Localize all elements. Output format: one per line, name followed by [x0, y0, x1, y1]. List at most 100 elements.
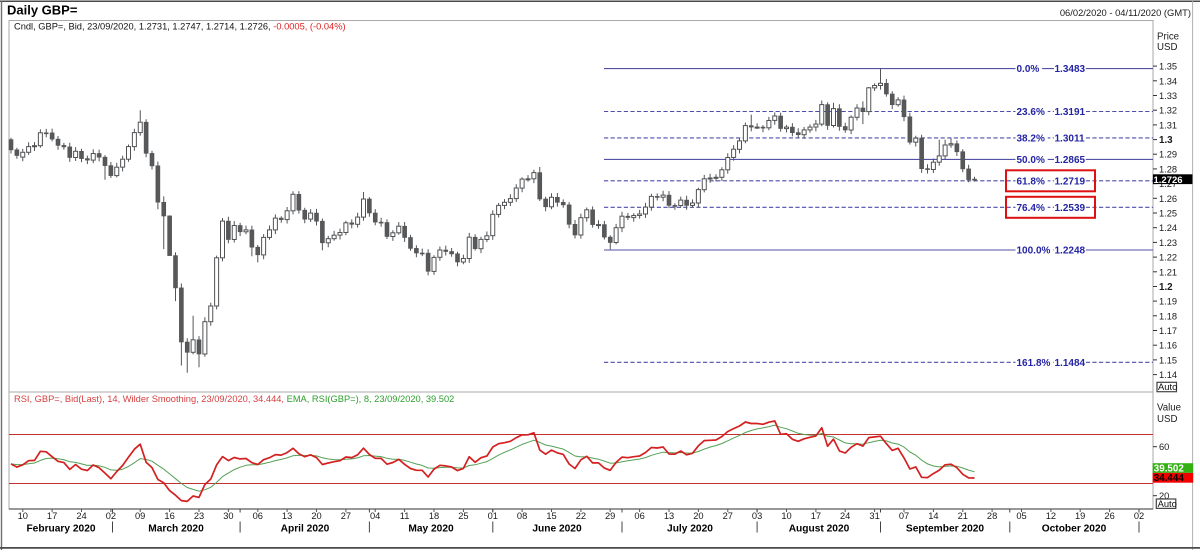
svg-text:1.28: 1.28	[1159, 164, 1177, 174]
svg-text:1.26: 1.26	[1159, 194, 1177, 204]
svg-text:03: 03	[752, 511, 762, 521]
svg-text:15: 15	[546, 511, 556, 521]
svg-text:1.3011: 1.3011	[1055, 134, 1085, 145]
svg-text:20: 20	[693, 511, 703, 521]
svg-text:10: 10	[781, 511, 791, 521]
svg-text:1.34: 1.34	[1159, 76, 1177, 86]
svg-text:16: 16	[164, 511, 174, 521]
svg-text:01: 01	[488, 511, 498, 521]
svg-text:20: 20	[311, 511, 321, 521]
svg-text:1.23: 1.23	[1159, 238, 1177, 248]
svg-text:17: 17	[811, 511, 821, 521]
svg-text:100.0%: 100.0%	[1017, 246, 1051, 257]
svg-text:1.18: 1.18	[1159, 311, 1177, 321]
svg-text:Price: Price	[1157, 32, 1179, 43]
svg-text:17: 17	[47, 511, 57, 521]
svg-text:21: 21	[958, 511, 968, 521]
svg-text:27: 27	[341, 511, 351, 521]
svg-text:USD: USD	[1157, 414, 1177, 425]
svg-text:Daily GBP=: Daily GBP=	[7, 3, 78, 18]
svg-text:July 2020: July 2020	[667, 524, 713, 535]
svg-text:09: 09	[135, 511, 145, 521]
svg-text:1.3483: 1.3483	[1055, 64, 1086, 75]
svg-text:07: 07	[899, 511, 909, 521]
svg-text:1.2865: 1.2865	[1055, 155, 1086, 166]
svg-text:September 2020: September 2020	[906, 524, 984, 535]
svg-text:1.29: 1.29	[1159, 150, 1177, 160]
svg-text:Cndl, GBP=, Bid, 23/09/2020, 1: Cndl, GBP=, Bid, 23/09/2020, 1.2731, 1.2…	[14, 21, 346, 31]
svg-text:February 2020: February 2020	[26, 524, 95, 535]
svg-text:50.0%: 50.0%	[1017, 155, 1045, 166]
svg-text:1.2: 1.2	[1159, 282, 1173, 293]
svg-text:02: 02	[106, 511, 116, 521]
svg-text:1.22: 1.22	[1159, 253, 1177, 263]
svg-text:60: 60	[1159, 442, 1169, 452]
svg-text:27: 27	[723, 511, 733, 521]
svg-text:USD: USD	[1157, 42, 1177, 53]
svg-text:1.35: 1.35	[1159, 62, 1177, 72]
svg-text:28: 28	[987, 511, 997, 521]
svg-text:1.14: 1.14	[1159, 370, 1177, 380]
svg-text:76.4%: 76.4%	[1017, 203, 1045, 214]
svg-text:April 2020: April 2020	[281, 524, 330, 535]
svg-text:10: 10	[18, 511, 28, 521]
svg-text:34.444: 34.444	[1154, 473, 1185, 484]
svg-text:1.21: 1.21	[1159, 267, 1177, 277]
svg-text:1.19: 1.19	[1159, 297, 1177, 307]
svg-text:61.8%: 61.8%	[1017, 176, 1045, 187]
svg-text:October 2020: October 2020	[1042, 524, 1107, 535]
svg-text:0.0%: 0.0%	[1017, 64, 1040, 75]
svg-text:23.6%: 23.6%	[1017, 107, 1045, 118]
svg-text:1.32: 1.32	[1159, 106, 1177, 116]
svg-text:Auto: Auto	[1158, 498, 1177, 509]
svg-text:1.2719: 1.2719	[1055, 176, 1086, 187]
svg-text:38.2%: 38.2%	[1017, 134, 1045, 145]
svg-text:June 2020: June 2020	[532, 524, 582, 535]
svg-text:14: 14	[928, 511, 938, 521]
svg-text:August 2020: August 2020	[789, 524, 850, 535]
svg-text:25: 25	[458, 511, 468, 521]
svg-text:May 2020: May 2020	[408, 524, 454, 535]
svg-text:05: 05	[1016, 511, 1026, 521]
svg-text:1.16: 1.16	[1159, 341, 1177, 351]
svg-text:Auto: Auto	[1158, 381, 1177, 392]
svg-text:06/02/2020 - 04/11/2020 (GMT): 06/02/2020 - 04/11/2020 (GMT)	[1060, 7, 1191, 18]
svg-text:Value: Value	[1157, 403, 1181, 414]
svg-text:02: 02	[1134, 511, 1144, 521]
svg-text:13: 13	[282, 511, 292, 521]
svg-text:26: 26	[1104, 511, 1114, 521]
svg-text:08: 08	[517, 511, 527, 521]
svg-text:1.17: 1.17	[1159, 326, 1177, 336]
svg-text:1.25: 1.25	[1159, 209, 1177, 219]
svg-text:22: 22	[576, 511, 586, 521]
svg-text:06: 06	[634, 511, 644, 521]
svg-text:161.8%: 161.8%	[1017, 358, 1051, 369]
svg-text:1.1484: 1.1484	[1055, 358, 1086, 369]
svg-text:30: 30	[223, 511, 233, 521]
svg-text:1.3191: 1.3191	[1055, 107, 1086, 118]
svg-text:24: 24	[76, 511, 86, 521]
svg-text:1.31: 1.31	[1159, 120, 1177, 130]
svg-text:1.3: 1.3	[1159, 135, 1173, 146]
svg-text:1.2726: 1.2726	[1154, 175, 1183, 186]
svg-text:31: 31	[869, 511, 879, 521]
svg-text:RSI, GBP=, Bid(Last), 14, Wil: RSI, GBP=, Bid(Last), 14, Wilder Smoothi…	[14, 394, 454, 404]
svg-text:11: 11	[400, 511, 410, 521]
svg-text:06: 06	[253, 511, 263, 521]
svg-text:18: 18	[429, 511, 439, 521]
svg-text:13: 13	[664, 511, 674, 521]
svg-text:23: 23	[194, 511, 204, 521]
svg-text:1.33: 1.33	[1159, 91, 1177, 101]
svg-text:19: 19	[1075, 511, 1085, 521]
svg-text:1.24: 1.24	[1159, 223, 1177, 233]
svg-text:March 2020: March 2020	[148, 524, 204, 535]
svg-text:1.15: 1.15	[1159, 355, 1177, 365]
svg-text:1.2248: 1.2248	[1055, 246, 1086, 257]
svg-text:1.2539: 1.2539	[1055, 203, 1086, 214]
svg-text:04: 04	[370, 511, 380, 521]
svg-text:20: 20	[1159, 491, 1169, 501]
svg-text:12: 12	[1046, 511, 1056, 521]
svg-text:29: 29	[605, 511, 615, 521]
svg-text:39.502: 39.502	[1154, 463, 1185, 474]
svg-text:24: 24	[840, 511, 850, 521]
